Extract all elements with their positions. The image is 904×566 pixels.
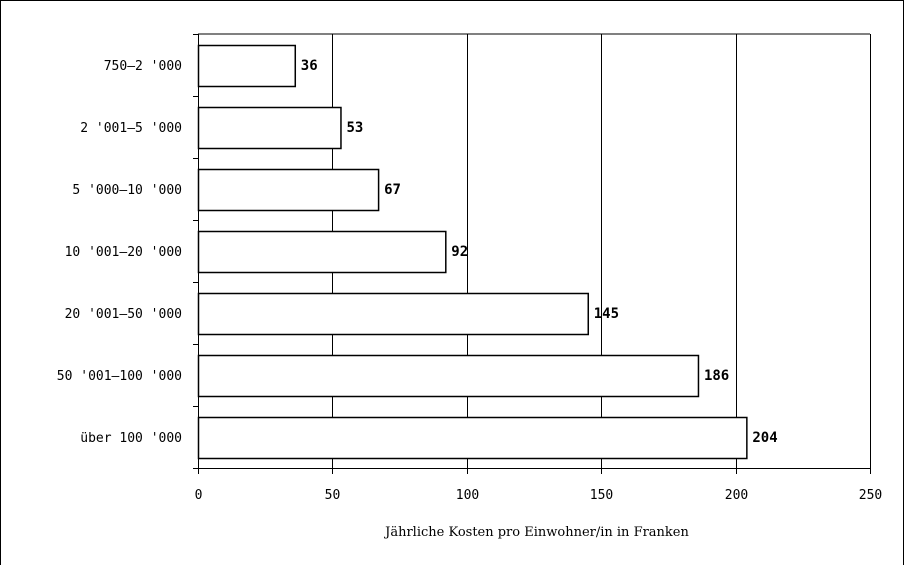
bar: [197, 230, 447, 274]
category-label: 20 '001–50 '000: [65, 307, 182, 322]
category-label: 750–2 '000: [104, 59, 182, 74]
category-label: 5 '000–10 '000: [72, 183, 182, 198]
gridlines: [198, 33, 871, 468]
bar: [197, 416, 748, 460]
category-label: 50 '001–100 '000: [57, 369, 182, 384]
data-label: 67: [384, 182, 401, 198]
data-label: 204: [752, 430, 777, 446]
bar: [197, 292, 590, 336]
data-label: 92: [451, 244, 468, 260]
x-tick-label: 150: [590, 488, 613, 503]
bar: [197, 44, 297, 88]
x-tick-label: 0: [195, 488, 203, 503]
category-label: über 100 '000: [80, 431, 182, 446]
x-tick-label: 200: [725, 488, 748, 503]
bar: [197, 354, 700, 398]
bar: [197, 106, 342, 150]
x-axis-title: Jährliche Kosten pro Einwohner/in in Fra…: [383, 525, 689, 540]
bar: [197, 168, 380, 212]
data-label: 145: [594, 306, 619, 322]
labels: 36 750–2 '000 53 2 '001–5 '000 67 5 '000–10 '…: [57, 58, 882, 503]
data-label: 186: [704, 368, 729, 384]
category-label: 2 '001–5 '000: [80, 121, 182, 136]
x-tick-label: 100: [456, 488, 479, 503]
data-label: 36: [301, 58, 318, 74]
axes: [193, 34, 871, 474]
bars: [197, 44, 748, 460]
x-tick-label: 50: [325, 488, 341, 503]
data-label: 53: [346, 120, 363, 136]
category-label: 10 '001–20 '000: [65, 245, 182, 260]
x-tick-label: 250: [859, 488, 882, 503]
